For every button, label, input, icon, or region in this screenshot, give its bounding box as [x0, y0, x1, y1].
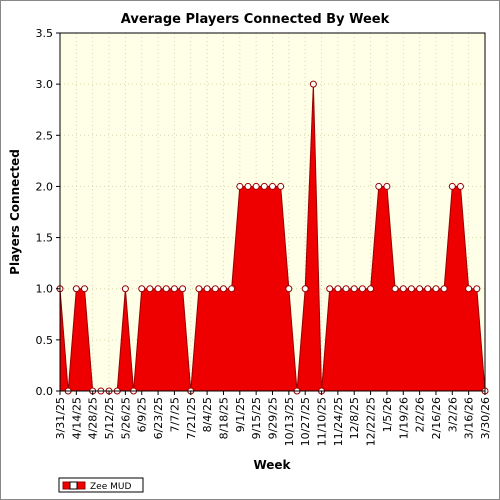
x-tick-label: 7/21/25: [185, 397, 198, 439]
x-tick-label: 9/15/25: [250, 397, 263, 439]
data-point: [179, 285, 187, 293]
data-point: [391, 285, 399, 293]
data-point: [260, 182, 268, 190]
x-tick-label: 9/1/25: [234, 397, 247, 432]
legend: Zee MUD: [58, 477, 144, 493]
data-point: [399, 285, 407, 293]
data-point: [326, 285, 334, 293]
x-tick-label: 11/10/25: [316, 397, 329, 446]
data-point: [211, 285, 219, 293]
x-tick-label: 6/23/25: [152, 397, 165, 439]
x-tick-label: 2/16/26: [430, 397, 443, 439]
data-point: [81, 285, 89, 293]
data-point: [440, 285, 448, 293]
x-tick-label: 3/16/26: [463, 397, 476, 439]
x-tick-label: 5/12/25: [103, 397, 116, 439]
x-tick-label: 3/2/26: [446, 397, 459, 432]
x-tick-label: 11/24/25: [332, 397, 345, 446]
data-point: [170, 285, 178, 293]
legend-label: Zee MUD: [90, 482, 131, 492]
data-point: [309, 80, 317, 88]
x-tick-label: 12/22/25: [365, 397, 378, 446]
x-tick-label: 5/26/25: [119, 397, 132, 439]
data-point: [342, 285, 350, 293]
data-point: [407, 285, 415, 293]
x-tick-label: 3/30/26: [479, 397, 492, 439]
data-point: [269, 182, 276, 190]
data-point: [334, 285, 342, 293]
x-tick-label: 8/18/25: [217, 397, 230, 439]
data-point: [138, 285, 146, 293]
y-axis-title: Players Connected: [8, 149, 22, 275]
data-point: [367, 285, 375, 293]
x-tick-label: 4/14/25: [70, 397, 83, 439]
data-point: [424, 285, 432, 293]
data-point: [72, 285, 80, 293]
data-point: [162, 285, 170, 293]
data-point: [350, 285, 358, 293]
x-tick-label: 7/7/25: [168, 397, 181, 432]
y-tick-label: 0.5: [36, 334, 54, 347]
x-tick-label: 12/8/25: [348, 397, 361, 439]
x-tick-label: 2/2/26: [414, 397, 427, 432]
data-point: [416, 285, 424, 293]
x-axis-title: Week: [253, 458, 291, 472]
y-tick-label: 2.0: [36, 180, 54, 193]
x-tick-label: 4/28/25: [87, 397, 100, 439]
x-tick-label: 8/4/25: [201, 397, 214, 432]
data-point: [244, 182, 252, 190]
data-point: [121, 285, 129, 293]
chart-title: Average Players Connected By Week: [121, 12, 390, 27]
legend-marker: [69, 481, 78, 490]
data-point: [252, 182, 260, 190]
x-tick-label: 10/27/25: [299, 397, 312, 446]
y-tick-labels: 0.0 0.5 1.0 1.5 2.0 2.5 3.0 3.5: [36, 27, 54, 398]
x-tick-labels: 3/31/25 4/14/25 4/28/25 5/12/25 5/26/25 6/9/2…: [54, 397, 492, 446]
data-point: [383, 182, 391, 190]
x-tick-label: 1/19/26: [397, 397, 410, 439]
data-point: [456, 182, 464, 190]
data-point: [219, 285, 227, 293]
x-tick-label: 10/13/25: [283, 397, 296, 446]
x-tick-label: 9/29/25: [267, 397, 280, 439]
data-point: [154, 285, 162, 293]
y-tick-label: 2.5: [36, 129, 54, 142]
data-point: [448, 182, 456, 190]
data-point: [146, 285, 154, 293]
y-tick-label: 1.0: [36, 283, 54, 296]
data-point: [473, 285, 481, 293]
data-point: [375, 182, 383, 190]
x-tick-label: 6/9/25: [136, 397, 149, 432]
data-point: [285, 285, 293, 293]
series-points: [56, 80, 489, 395]
y-tick-label: 1.5: [36, 232, 54, 245]
x-tick-label: 3/31/25: [54, 397, 67, 439]
data-point: [432, 285, 440, 293]
data-point: [236, 182, 244, 190]
data-point: [203, 285, 211, 293]
x-tick-label: 1/5/26: [381, 397, 394, 432]
y-tick-label: 3.5: [36, 27, 54, 40]
y-tick-label: 3.0: [36, 78, 54, 91]
data-point: [465, 285, 473, 293]
data-point: [228, 285, 236, 293]
y-tick-label: 0.0: [36, 385, 54, 398]
data-point: [195, 285, 203, 293]
axes: [56, 32, 486, 395]
data-point: [358, 285, 366, 293]
data-point: [301, 285, 309, 293]
data-point: [277, 182, 285, 190]
